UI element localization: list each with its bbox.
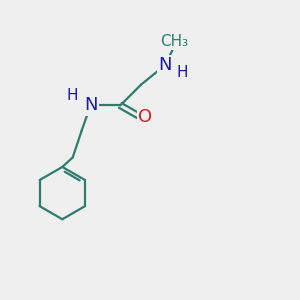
Text: H: H <box>177 65 188 80</box>
Text: H: H <box>67 88 79 103</box>
Text: O: O <box>139 108 153 126</box>
Text: N: N <box>84 96 97 114</box>
Text: N: N <box>158 56 172 74</box>
Text: CH₃: CH₃ <box>160 34 188 49</box>
